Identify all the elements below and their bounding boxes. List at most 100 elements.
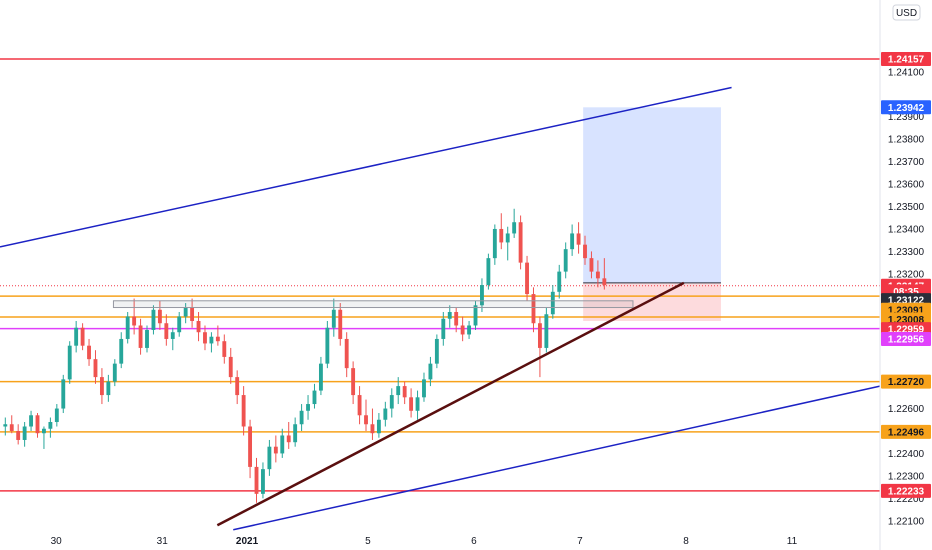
candle [357,386,362,425]
candle-body [537,323,542,348]
candle-body [209,336,214,344]
candle-body [67,345,72,380]
candle [196,312,201,342]
candle [370,408,375,440]
candle-body [563,249,568,272]
candle [164,314,169,346]
stop-loss-zone[interactable] [583,282,721,321]
candle [409,388,414,418]
candle-body [80,327,85,346]
candle-body [486,258,491,286]
candle [344,332,349,378]
candle-body [480,285,484,306]
consolidation-box [112,300,634,309]
candle-body [370,424,375,434]
candle [248,419,253,479]
candle-body [589,258,594,272]
price-tag: 1.22956 [881,331,931,346]
candle-body [602,278,607,286]
candle [241,386,246,436]
price-tick-label: 1.22200 [888,494,925,505]
candle [177,312,182,337]
profit-zone[interactable] [583,107,721,283]
price-tick-label: 1.23200 [888,269,925,280]
candle-body [74,327,79,346]
candle-body [383,408,388,420]
trend-channel-lower[interactable] [233,385,881,531]
candle-body [344,338,349,369]
time-tick-label: 6 [471,536,477,547]
price-tag: 1.24157 [881,52,931,67]
candle-body [138,325,143,348]
candles [3,208,607,503]
candle [222,334,227,364]
candle-body [595,271,600,279]
trend-channel-upper[interactable] [0,86,732,248]
candle-body [583,244,587,259]
consolidation-rectangle[interactable] [112,300,634,309]
candle-body [557,271,562,292]
candle-body [434,338,439,364]
horizontal-levels [0,58,880,492]
candle [441,312,446,346]
candle-body [99,377,104,396]
time-tick-label: 31 [157,536,169,547]
price-tag-label: 1.23008 [888,315,925,326]
candle-body [299,410,304,425]
candle-body [312,390,317,405]
candle [544,307,549,353]
candle [119,332,124,369]
price-tag: 1.22496 [881,424,931,439]
currency-badge[interactable]: USD [892,4,921,21]
candle [492,224,497,265]
candle-body [576,233,581,245]
candle-body [151,309,156,330]
candle-body [280,435,285,454]
candle-body [570,233,575,250]
time-tick-label: 11 [787,536,798,547]
candle [557,264,562,299]
candle [486,253,491,290]
price-tag: 1.23942 [881,100,931,115]
candle [595,260,600,288]
candle [531,287,536,333]
candle-body [228,356,233,378]
candle [447,305,452,328]
candle [351,361,356,405]
candle [383,401,388,427]
price-axis[interactable] [879,0,932,550]
candle [228,347,233,384]
time-tick-label: 8 [683,536,689,547]
price-ticks: 1.24100 1.23900 1.23800 1.23700 1.23600 1.235… [888,67,925,527]
time-tick-label: 5 [365,536,371,547]
candle-body [132,316,137,326]
candle [389,388,394,418]
candle [112,359,117,387]
price-tag-box [881,374,931,389]
candle [87,338,91,366]
candle-body [512,222,517,234]
candle [157,300,162,330]
candle [254,457,259,503]
candle [396,377,401,405]
candle [190,298,195,328]
candle-body [441,318,446,339]
candle-body [422,379,426,398]
candle-body [306,404,310,411]
candle [74,320,79,353]
candle [42,426,46,449]
candle [318,356,323,396]
trend-rising-trendline[interactable] [216,281,685,527]
candle-body [531,294,536,324]
candle [325,320,330,369]
candle [203,325,207,351]
candle-body [338,309,343,339]
candle-body [499,228,504,243]
price-tag-label: 1.23091 [888,305,925,316]
candle [138,318,143,355]
candle [22,422,27,447]
candle-body [351,368,356,396]
candle-body [267,446,272,470]
candle-body [389,395,394,409]
